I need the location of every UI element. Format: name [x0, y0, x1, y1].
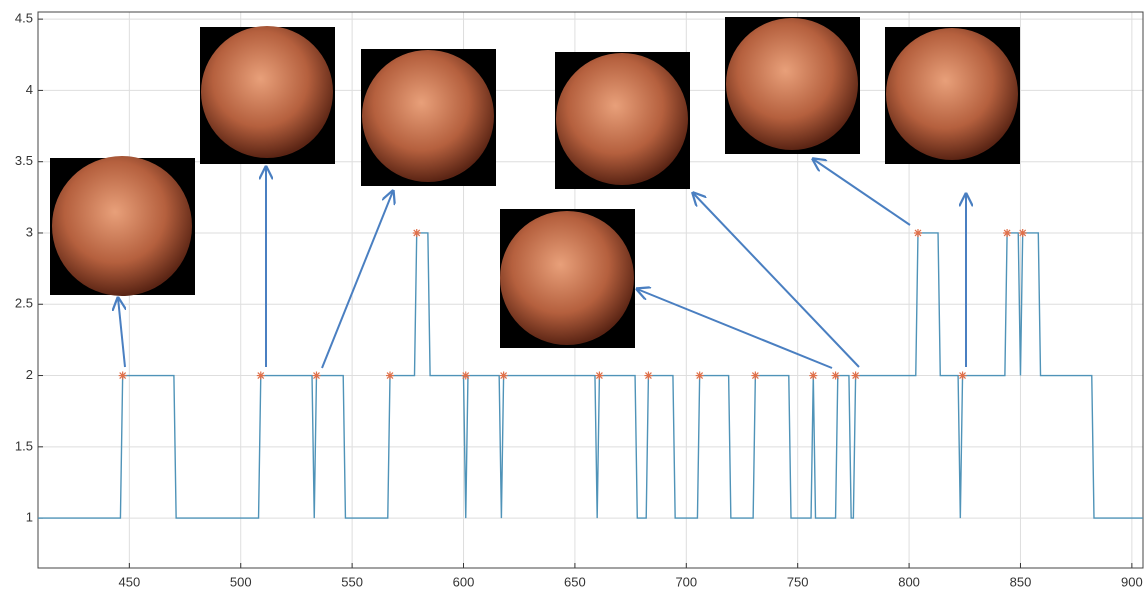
x-tick-label: 500 [230, 574, 252, 589]
y-tick-label: 4 [26, 82, 33, 97]
marker [809, 372, 817, 380]
marker [644, 372, 652, 380]
marker [914, 229, 922, 237]
y-tick-label: 2.5 [15, 296, 33, 311]
marker [413, 229, 421, 237]
endoscopy-image [555, 52, 690, 189]
endoscopy-image [500, 209, 635, 348]
marker [696, 372, 704, 380]
x-tick-label: 550 [341, 574, 363, 589]
marker [119, 372, 127, 380]
y-tick-label: 2 [26, 367, 33, 382]
x-tick-label: 450 [118, 574, 140, 589]
y-tick-label: 4.5 [15, 11, 33, 26]
endoscopy-image [361, 49, 496, 186]
marker [751, 372, 759, 380]
marker [1003, 229, 1011, 237]
chart: 1 1.5 2 2.5 3 3.5 4 4.5 450 500 550 600 650 700 750 800… [0, 0, 1145, 593]
page: {"chart_data": {"type": "line", "x": [40… [0, 0, 1145, 593]
marker [386, 372, 394, 380]
x-tick-label: 850 [1010, 574, 1032, 589]
y-tick-label: 1 [26, 510, 33, 525]
marker [1019, 229, 1027, 237]
y-tick-label: 3 [26, 224, 33, 239]
y-tick-label: 1.5 [15, 438, 33, 453]
endoscopy-image [725, 17, 860, 154]
marker [832, 372, 840, 380]
endoscopy-image [200, 26, 335, 164]
x-tick-label: 600 [453, 574, 475, 589]
endoscopy-image [50, 156, 195, 296]
marker [595, 372, 603, 380]
marker [312, 372, 320, 380]
marker [500, 372, 508, 380]
marker [257, 372, 265, 380]
x-tick-label: 900 [1121, 574, 1143, 589]
endoscopy-image [885, 27, 1020, 164]
x-tick-label: 700 [675, 574, 697, 589]
y-tick-label: 3.5 [15, 153, 33, 168]
x-tick-label: 800 [898, 574, 920, 589]
x-tick-label: 750 [787, 574, 809, 589]
x-tick-label: 650 [564, 574, 586, 589]
marker [959, 372, 967, 380]
marker [462, 372, 470, 380]
marker [852, 372, 860, 380]
